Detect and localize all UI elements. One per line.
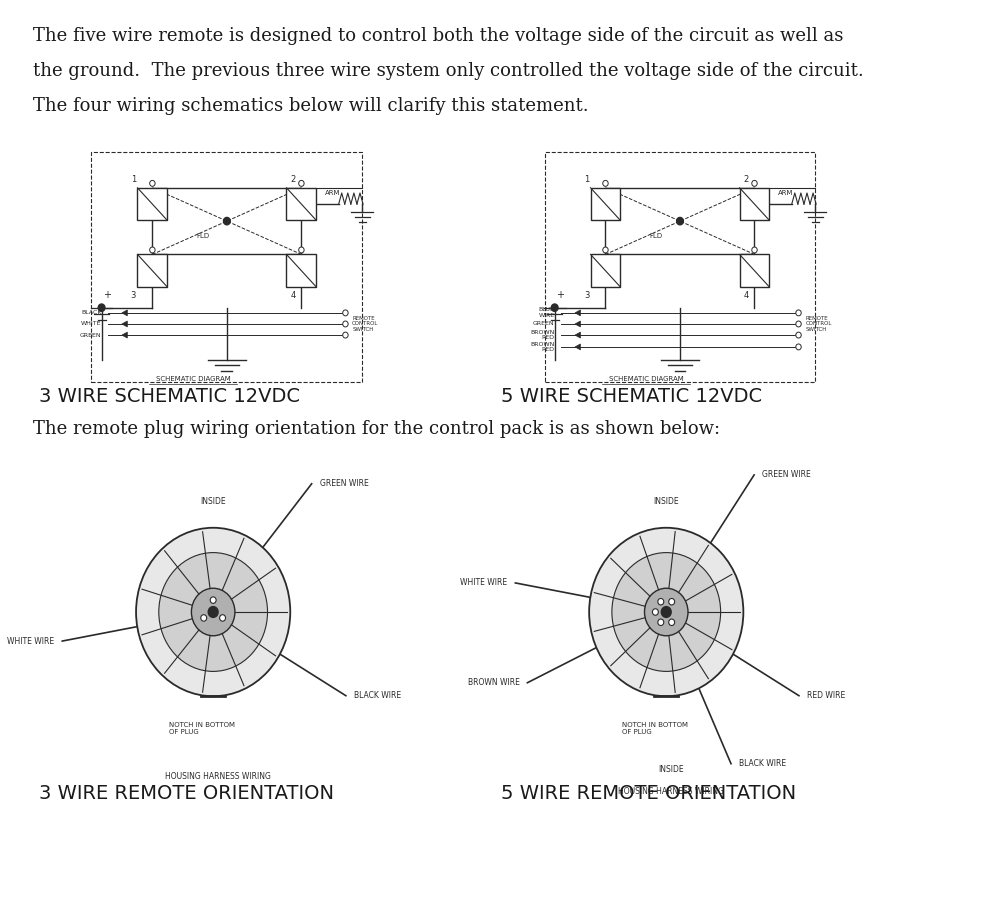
- Text: 5 WIRE REMOTE ORIENTATION: 5 WIRE REMOTE ORIENTATION: [501, 784, 797, 803]
- Circle shape: [612, 552, 721, 671]
- Text: The five wire remote is designed to control both the voltage side of the circuit: The five wire remote is designed to cont…: [33, 27, 843, 45]
- Polygon shape: [575, 344, 580, 349]
- Circle shape: [343, 332, 348, 338]
- Text: RED WIRE: RED WIRE: [807, 692, 845, 700]
- Text: +: +: [556, 290, 564, 301]
- Bar: [591, 188, 620, 220]
- Text: 2: 2: [744, 175, 749, 184]
- Text: WHITE: WHITE: [81, 322, 102, 326]
- Text: WHITE WIRE: WHITE WIRE: [460, 578, 507, 587]
- Polygon shape: [122, 332, 127, 338]
- Circle shape: [98, 304, 105, 312]
- Circle shape: [343, 310, 348, 316]
- Text: The remote plug wiring orientation for the control pack is as shown below:: The remote plug wiring orientation for t…: [33, 420, 720, 438]
- Circle shape: [796, 344, 801, 349]
- Circle shape: [150, 247, 155, 253]
- Circle shape: [191, 588, 235, 636]
- Text: HOUSING HARNESS WIRING: HOUSING HARNESS WIRING: [618, 787, 724, 796]
- Circle shape: [159, 552, 268, 671]
- Text: INSIDE: INSIDE: [658, 765, 684, 774]
- Text: 3 WIRE REMOTE ORIENTATION: 3 WIRE REMOTE ORIENTATION: [39, 784, 334, 803]
- Circle shape: [796, 321, 801, 327]
- Bar: [286, 254, 316, 287]
- Text: The four wiring schematics below will clarify this statement.: The four wiring schematics below will cl…: [33, 97, 588, 115]
- Circle shape: [201, 615, 207, 621]
- Circle shape: [136, 527, 290, 696]
- Circle shape: [669, 619, 675, 625]
- Text: 1: 1: [131, 175, 136, 184]
- Circle shape: [208, 607, 218, 618]
- Text: WHITE WIRE: WHITE WIRE: [7, 636, 54, 645]
- Text: BROWN
RED: BROWN RED: [530, 330, 555, 340]
- Text: 4: 4: [291, 290, 296, 300]
- Text: 3: 3: [131, 290, 136, 300]
- Bar: [740, 188, 769, 220]
- Bar: [286, 188, 316, 220]
- Circle shape: [669, 598, 675, 605]
- Text: SCHEMATIC DIAGRAM: SCHEMATIC DIAGRAM: [609, 376, 683, 383]
- Text: ARM: ARM: [325, 190, 341, 196]
- Circle shape: [752, 247, 757, 253]
- Text: SCHEMATIC DIAGRAM: SCHEMATIC DIAGRAM: [156, 376, 230, 383]
- Polygon shape: [575, 321, 580, 327]
- Circle shape: [603, 181, 608, 186]
- Text: NOTCH IN BOTTOM
OF PLUG: NOTCH IN BOTTOM OF PLUG: [622, 722, 688, 735]
- Bar: [137, 188, 167, 220]
- Text: BLACK: BLACK: [81, 311, 102, 315]
- Circle shape: [796, 310, 801, 316]
- Text: BLACK WIRE: BLACK WIRE: [739, 759, 786, 768]
- Text: BROWN WIRE: BROWN WIRE: [468, 679, 519, 687]
- Circle shape: [677, 218, 683, 225]
- Circle shape: [220, 615, 226, 621]
- Circle shape: [752, 181, 757, 186]
- Text: GREEN: GREEN: [533, 322, 555, 326]
- Circle shape: [299, 181, 304, 186]
- Circle shape: [210, 597, 216, 603]
- Text: 3 WIRE SCHEMATIC 12VDC: 3 WIRE SCHEMATIC 12VDC: [39, 387, 300, 406]
- Bar: [137, 254, 167, 287]
- Text: +: +: [103, 290, 111, 301]
- Text: NOTCH IN BOTTOM
OF PLUG: NOTCH IN BOTTOM OF PLUG: [169, 722, 235, 735]
- Circle shape: [299, 247, 304, 253]
- Text: REMOTE
CONTROL
SWITCH: REMOTE CONTROL SWITCH: [805, 315, 832, 332]
- Text: FLD: FLD: [650, 233, 663, 239]
- Text: BLUE
WIRE: BLUE WIRE: [539, 307, 555, 318]
- Text: GREEN WIRE: GREEN WIRE: [320, 479, 368, 489]
- Circle shape: [551, 304, 558, 312]
- Circle shape: [589, 527, 743, 696]
- Polygon shape: [122, 310, 127, 316]
- Text: ARM: ARM: [778, 190, 794, 196]
- Circle shape: [661, 607, 671, 618]
- Text: 1: 1: [584, 175, 589, 184]
- Text: INSIDE: INSIDE: [200, 497, 226, 506]
- Text: GREEN WIRE: GREEN WIRE: [762, 470, 811, 479]
- Polygon shape: [575, 310, 580, 316]
- Circle shape: [658, 619, 664, 625]
- Text: BLACK WIRE: BLACK WIRE: [354, 692, 401, 700]
- Text: 4: 4: [744, 290, 749, 300]
- Text: BROWN
RED: BROWN RED: [530, 341, 555, 352]
- Text: 3: 3: [584, 290, 589, 300]
- Bar: [591, 254, 620, 287]
- Polygon shape: [575, 332, 580, 338]
- Text: 2: 2: [291, 175, 296, 184]
- Circle shape: [603, 247, 608, 253]
- Circle shape: [343, 321, 348, 327]
- Text: GREEN: GREEN: [80, 333, 102, 337]
- Circle shape: [652, 609, 658, 615]
- Text: FLD: FLD: [197, 233, 210, 239]
- Text: 5 WIRE SCHEMATIC 12VDC: 5 WIRE SCHEMATIC 12VDC: [501, 387, 763, 406]
- Text: HOUSING HARNESS WIRING: HOUSING HARNESS WIRING: [165, 772, 271, 781]
- Circle shape: [796, 332, 801, 338]
- Circle shape: [150, 181, 155, 186]
- Circle shape: [658, 598, 664, 605]
- Text: REMOTE
CONTROL
SWITCH: REMOTE CONTROL SWITCH: [352, 315, 379, 332]
- Text: the ground.  The previous three wire system only controlled the voltage side of : the ground. The previous three wire syst…: [33, 62, 864, 80]
- Bar: [740, 254, 769, 287]
- Polygon shape: [122, 321, 127, 327]
- Text: INSIDE: INSIDE: [653, 497, 679, 506]
- Circle shape: [645, 588, 688, 636]
- Circle shape: [224, 218, 230, 225]
